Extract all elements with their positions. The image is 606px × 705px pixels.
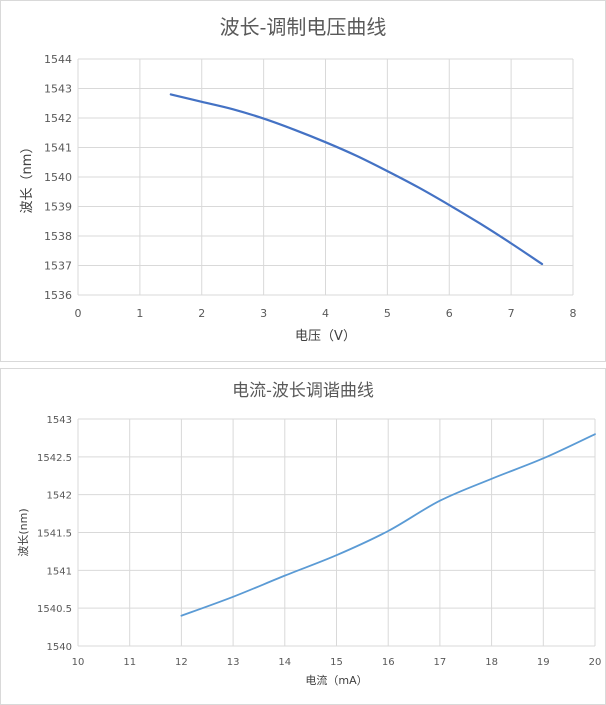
y-axis-title: 波长(nm)	[17, 508, 30, 556]
x-tick-label: 15	[330, 657, 343, 668]
series-points	[171, 94, 542, 264]
chart-title: 波长-调制电压曲线	[220, 15, 387, 39]
y-tick-label: 1542	[47, 491, 72, 502]
x-tick-label: 19	[537, 657, 550, 668]
y-tick-label: 1542	[44, 112, 72, 125]
y-tick-label: 1541.5	[37, 529, 72, 540]
y-tick-label: 1543	[47, 415, 72, 426]
y-tick-label: 1544	[44, 53, 72, 66]
chart-title: 电流-波长调谐曲线	[232, 381, 374, 401]
x-tick-label: 12	[175, 657, 188, 668]
x-axis-title: 电流（mA）	[305, 673, 367, 687]
x-tick-label: 3	[260, 307, 267, 320]
x-tick-label: 20	[589, 657, 602, 668]
y-tick-label: 1542.5	[37, 453, 72, 464]
x-tick-label: 8	[570, 307, 577, 320]
x-tick-label: 16	[382, 657, 395, 668]
y-tick-label: 1538	[44, 230, 72, 243]
x-tick-label: 1	[136, 307, 143, 320]
x-tick-label: 17	[434, 657, 447, 668]
x-tick-label: 13	[227, 657, 240, 668]
x-tick-label: 10	[72, 657, 85, 668]
x-tick-label: 2	[198, 307, 205, 320]
y-tick-label: 1536	[44, 289, 72, 302]
x-tick-label: 7	[508, 307, 515, 320]
y-tick-label: 1540	[47, 642, 72, 653]
y-tick-label: 1541	[44, 142, 72, 155]
y-tick-label: 1541	[47, 566, 72, 577]
x-tick-label: 4	[322, 307, 329, 320]
y-tick-label: 1539	[44, 201, 72, 214]
x-tick-label: 5	[384, 307, 391, 320]
series-line	[169, 93, 544, 266]
gridlines-horizontal	[78, 418, 595, 647]
series-line	[180, 433, 596, 617]
chart-1-svg: 波长-调制电压曲线 0 1 2 3 4 5 6 7 8 1536 1537 1538 1539 1540 15…	[20, 15, 577, 344]
y-tick-label: 1543	[44, 83, 72, 96]
y-axis-title: 波长（nm）	[20, 141, 35, 214]
y-tick-label: 1540.5	[37, 604, 72, 615]
gridlines-horizontal	[78, 58, 573, 296]
x-tick-label: 14	[278, 657, 291, 668]
x-axis-title: 电压（V）	[295, 329, 356, 344]
x-tick-label: 11	[123, 657, 136, 668]
y-tick-label: 1537	[44, 260, 72, 273]
chart-wavelength-voltage: 波长-调制电压曲线 0 1 2 3 4 5 6 7 8 1536 1537 1538 1539 1540 15…	[0, 0, 606, 362]
x-tick-label: 18	[485, 657, 498, 668]
x-tick-label: 6	[446, 307, 453, 320]
chart-2-svg: 电流-波长调谐曲线 10 11 12 13 14 15 16 17 18 19 20 1540 1540.…	[17, 381, 602, 687]
chart-current-wavelength: 电流-波长调谐曲线 10 11 12 13 14 15 16 17 18 19 20 1540 1540.…	[0, 368, 606, 705]
y-tick-label: 1540	[44, 171, 72, 184]
x-tick-label: 0	[75, 307, 82, 320]
